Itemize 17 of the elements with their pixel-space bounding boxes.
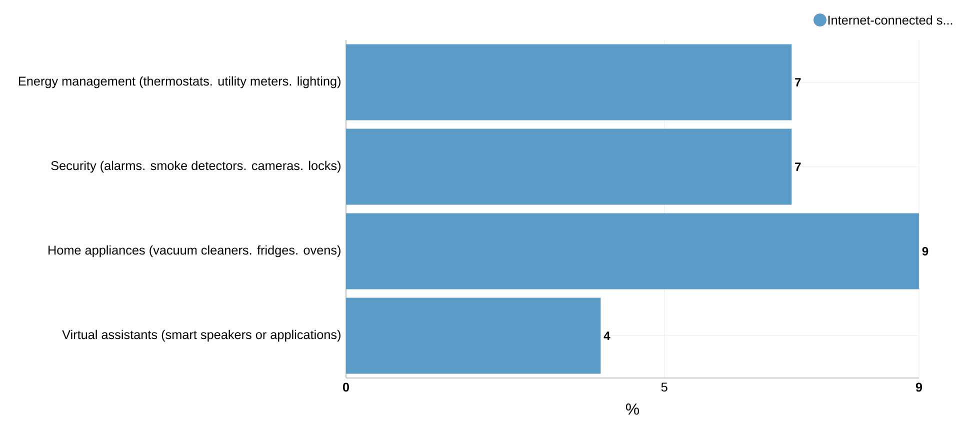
y-tick-label: Security (alarms. smoke detectors. cameras. locks) — [51, 160, 340, 173]
y-tick-label: Home appliances (vacuum cleaners. fridges. ovens) — [48, 245, 340, 258]
bar — [346, 213, 919, 290]
data-label: 4 — [604, 332, 610, 340]
data-label: 7 — [795, 78, 801, 86]
x-tick-label: 5 — [661, 382, 668, 392]
bar — [346, 44, 792, 120]
y-tick-label: Virtual assistants (smart speakers or applications) — [62, 330, 340, 342]
x-tick-label: 9 — [916, 382, 922, 392]
x-tick-label: 0 — [342, 382, 350, 392]
bar — [346, 298, 601, 374]
y-tick-label: Energy management (thermostats. utility meters. lighting) — [18, 76, 340, 88]
bar — [346, 128, 792, 205]
x-axis-title: % — [626, 403, 640, 415]
data-label: 7 — [795, 162, 801, 171]
data-label: 9 — [922, 246, 928, 256]
legend-label: Internet-connected s... — [828, 15, 952, 25]
